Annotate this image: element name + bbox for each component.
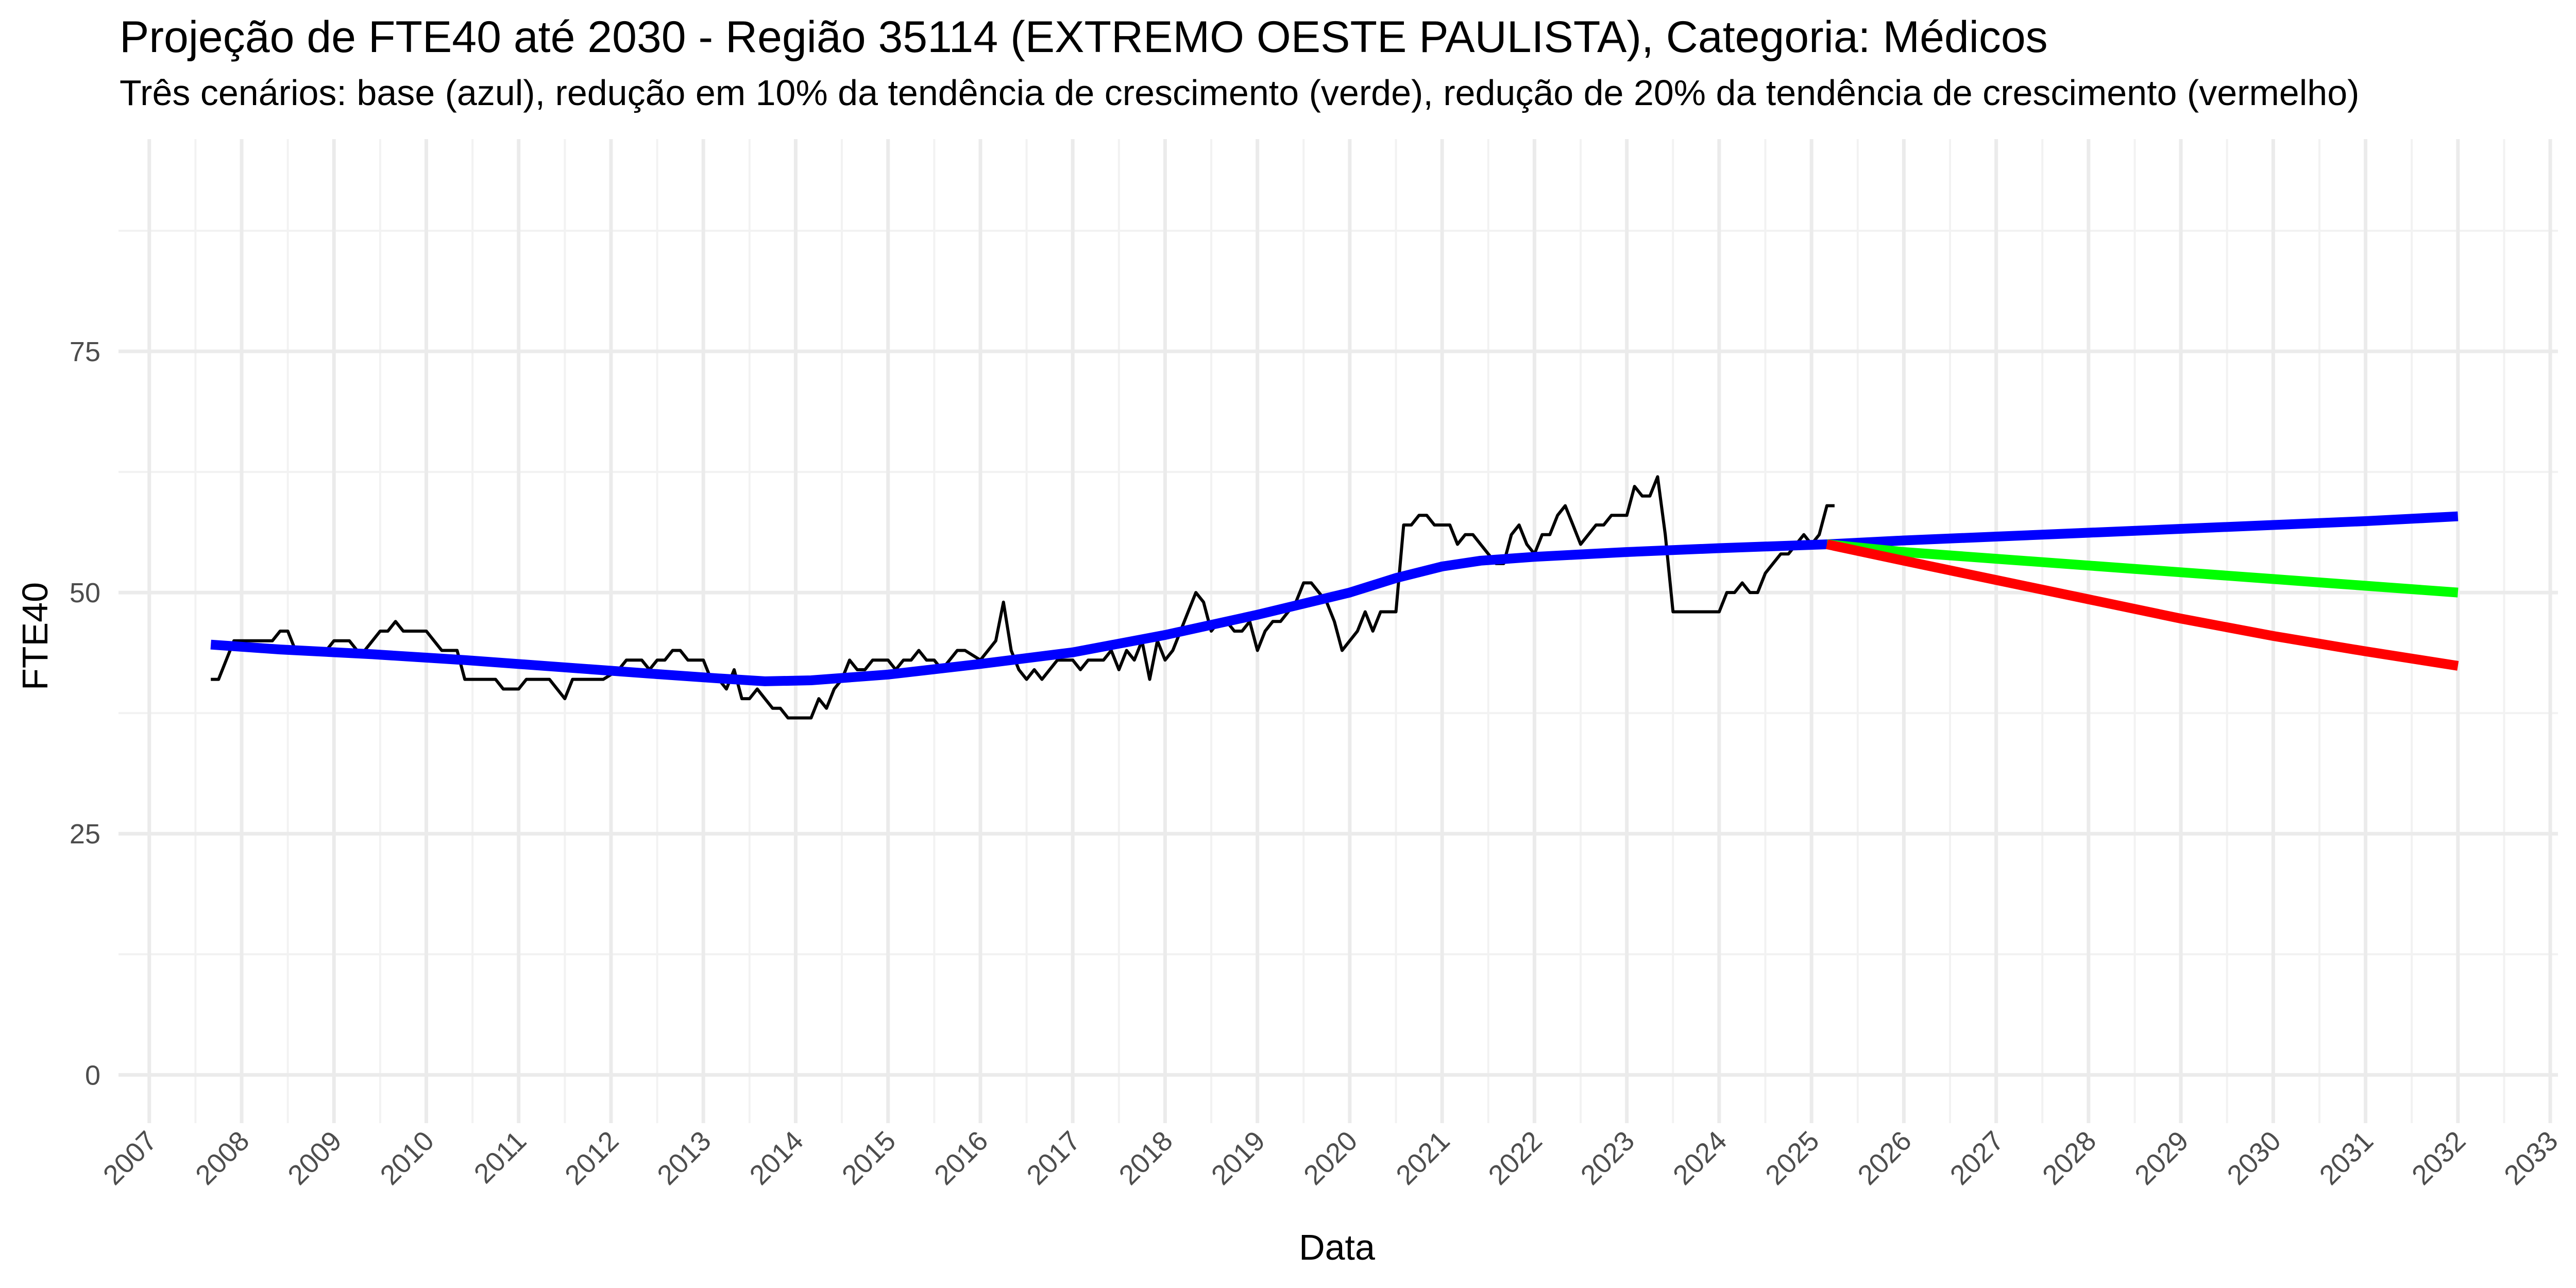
x-tick-label: 2015 — [836, 1125, 902, 1191]
y-axis-label: FTE40 — [15, 582, 55, 690]
y-tick-label: 75 — [70, 336, 100, 367]
x-tick-label: 2021 — [1390, 1125, 1455, 1191]
series-line-1 — [210, 511, 2459, 686]
y-tick-label: 50 — [70, 578, 100, 608]
y-axis-ticks: 0 25 50 75 — [70, 336, 100, 1091]
x-tick-label: 2022 — [1482, 1125, 1548, 1191]
x-tick-label: 2033 — [2498, 1125, 2564, 1191]
x-tick-label: 2014 — [744, 1125, 809, 1191]
x-tick-label: 2032 — [2406, 1125, 2471, 1191]
x-tick-label: 2007 — [97, 1125, 163, 1191]
series-line-0 — [211, 475, 1835, 720]
x-tick-label: 2009 — [282, 1125, 347, 1191]
chart-subtitle: Três cenários: base (azul), redução em 1… — [120, 73, 2360, 113]
x-tick-label: 2012 — [559, 1125, 624, 1191]
x-tick-label: 2018 — [1113, 1125, 1179, 1191]
x-axis-ticks: 2007 2008 2009 2010 2011 2012 2013 2014 2015 2016… — [97, 1125, 2564, 1191]
series-line-2 — [1826, 539, 2459, 598]
x-tick-label: 2027 — [1944, 1125, 2010, 1191]
x-tick-label: 2008 — [190, 1125, 255, 1191]
y-tick-label: 0 — [85, 1060, 100, 1091]
x-tick-label: 2024 — [1667, 1125, 1733, 1191]
x-tick-label: 2013 — [651, 1125, 717, 1191]
x-tick-label: 2029 — [2129, 1125, 2194, 1191]
chart-title: Projeção de FTE40 até 2030 - Região 3511… — [120, 12, 2048, 62]
x-axis-label: Data — [1299, 1227, 1375, 1267]
x-tick-label: 2011 — [468, 1125, 533, 1190]
x-tick-label: 2023 — [1575, 1125, 1640, 1191]
x-tick-label: 2016 — [928, 1125, 994, 1191]
x-tick-label: 2025 — [1759, 1125, 1825, 1191]
x-tick-label: 2031 — [2314, 1125, 2379, 1191]
x-tick-label: 2010 — [375, 1125, 440, 1191]
x-tick-label: 2019 — [1206, 1125, 1271, 1191]
grid-major — [118, 139, 2558, 1123]
x-tick-label: 2020 — [1298, 1125, 1363, 1191]
series-layer — [210, 475, 2459, 720]
x-tick-label: 2017 — [1021, 1125, 1086, 1191]
series-line-3 — [1826, 539, 2459, 671]
y-tick-label: 25 — [70, 819, 100, 850]
x-tick-label: 2028 — [2037, 1125, 2102, 1191]
x-tick-label: 2026 — [1852, 1125, 1917, 1191]
x-tick-label: 2030 — [2221, 1125, 2286, 1191]
